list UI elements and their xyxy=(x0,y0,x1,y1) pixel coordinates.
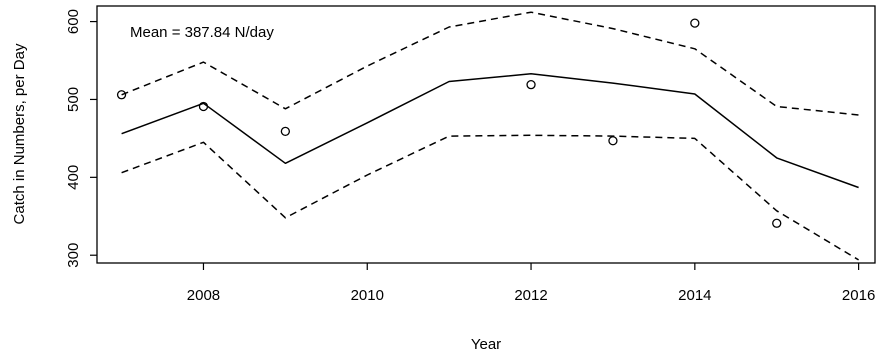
x-tick-label-2010: 2010 xyxy=(351,287,384,304)
trend-line xyxy=(121,73,859,189)
x-tick-label-2008: 2008 xyxy=(187,287,220,304)
plot-frame xyxy=(96,5,876,264)
data-point-2008 xyxy=(198,101,209,112)
x-tick-label-2012: 2012 xyxy=(514,287,547,304)
confidence-line-1 xyxy=(121,11,859,116)
data-point-2014 xyxy=(690,18,700,28)
data-point-2012 xyxy=(526,80,536,90)
x-tick-label-2016: 2016 xyxy=(842,287,875,304)
y-tick-label-400: 400 xyxy=(65,165,82,190)
y-tick-label-300: 300 xyxy=(65,243,82,268)
y-tick-label-500: 500 xyxy=(65,87,82,112)
mean-annotation: Mean = 387.84 N/day xyxy=(130,24,274,41)
x-axis: 2008 2010 2012 2014 2016 xyxy=(187,263,875,304)
data-point-2013 xyxy=(608,136,618,146)
y-tick-label-600: 600 xyxy=(65,9,82,34)
confidence-line-2 xyxy=(121,134,859,261)
data-point-2007 xyxy=(116,90,127,100)
series-layer xyxy=(116,11,859,261)
data-point-2009 xyxy=(280,126,291,137)
y-axis-label: Catch in Numbers, per Day xyxy=(11,43,28,224)
x-axis-label: Year xyxy=(471,336,501,353)
x-tick-label-2014: 2014 xyxy=(678,287,711,304)
y-axis: 300 400 500 600 xyxy=(65,9,97,268)
data-point-2015 xyxy=(772,218,782,228)
